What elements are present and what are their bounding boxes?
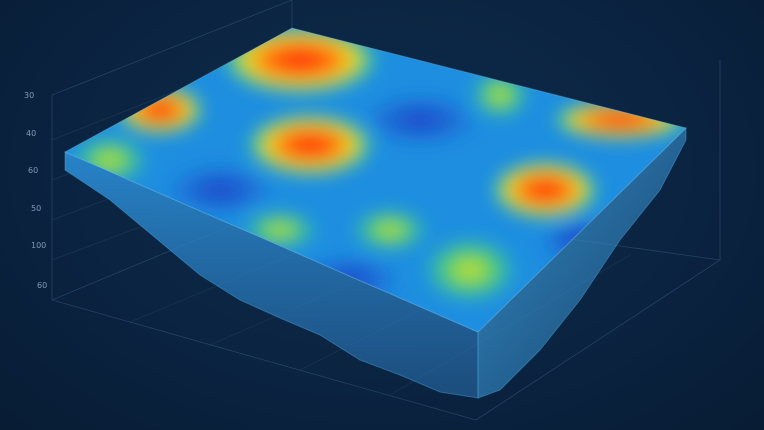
- surface-outline: [63, 27, 687, 333]
- z-tick: 100: [31, 241, 46, 250]
- z-tick: 40: [26, 129, 36, 138]
- z-tick: 50: [31, 204, 41, 213]
- z-tick: 60: [28, 166, 38, 175]
- surface-top: [65, 28, 686, 332]
- z-tick: 60: [37, 281, 47, 290]
- z-axis-ticks: 30 40 60 50 100 60: [24, 91, 47, 290]
- side-face: [477, 126, 687, 399]
- front-face: [64, 151, 479, 399]
- z-tick: 30: [24, 91, 34, 100]
